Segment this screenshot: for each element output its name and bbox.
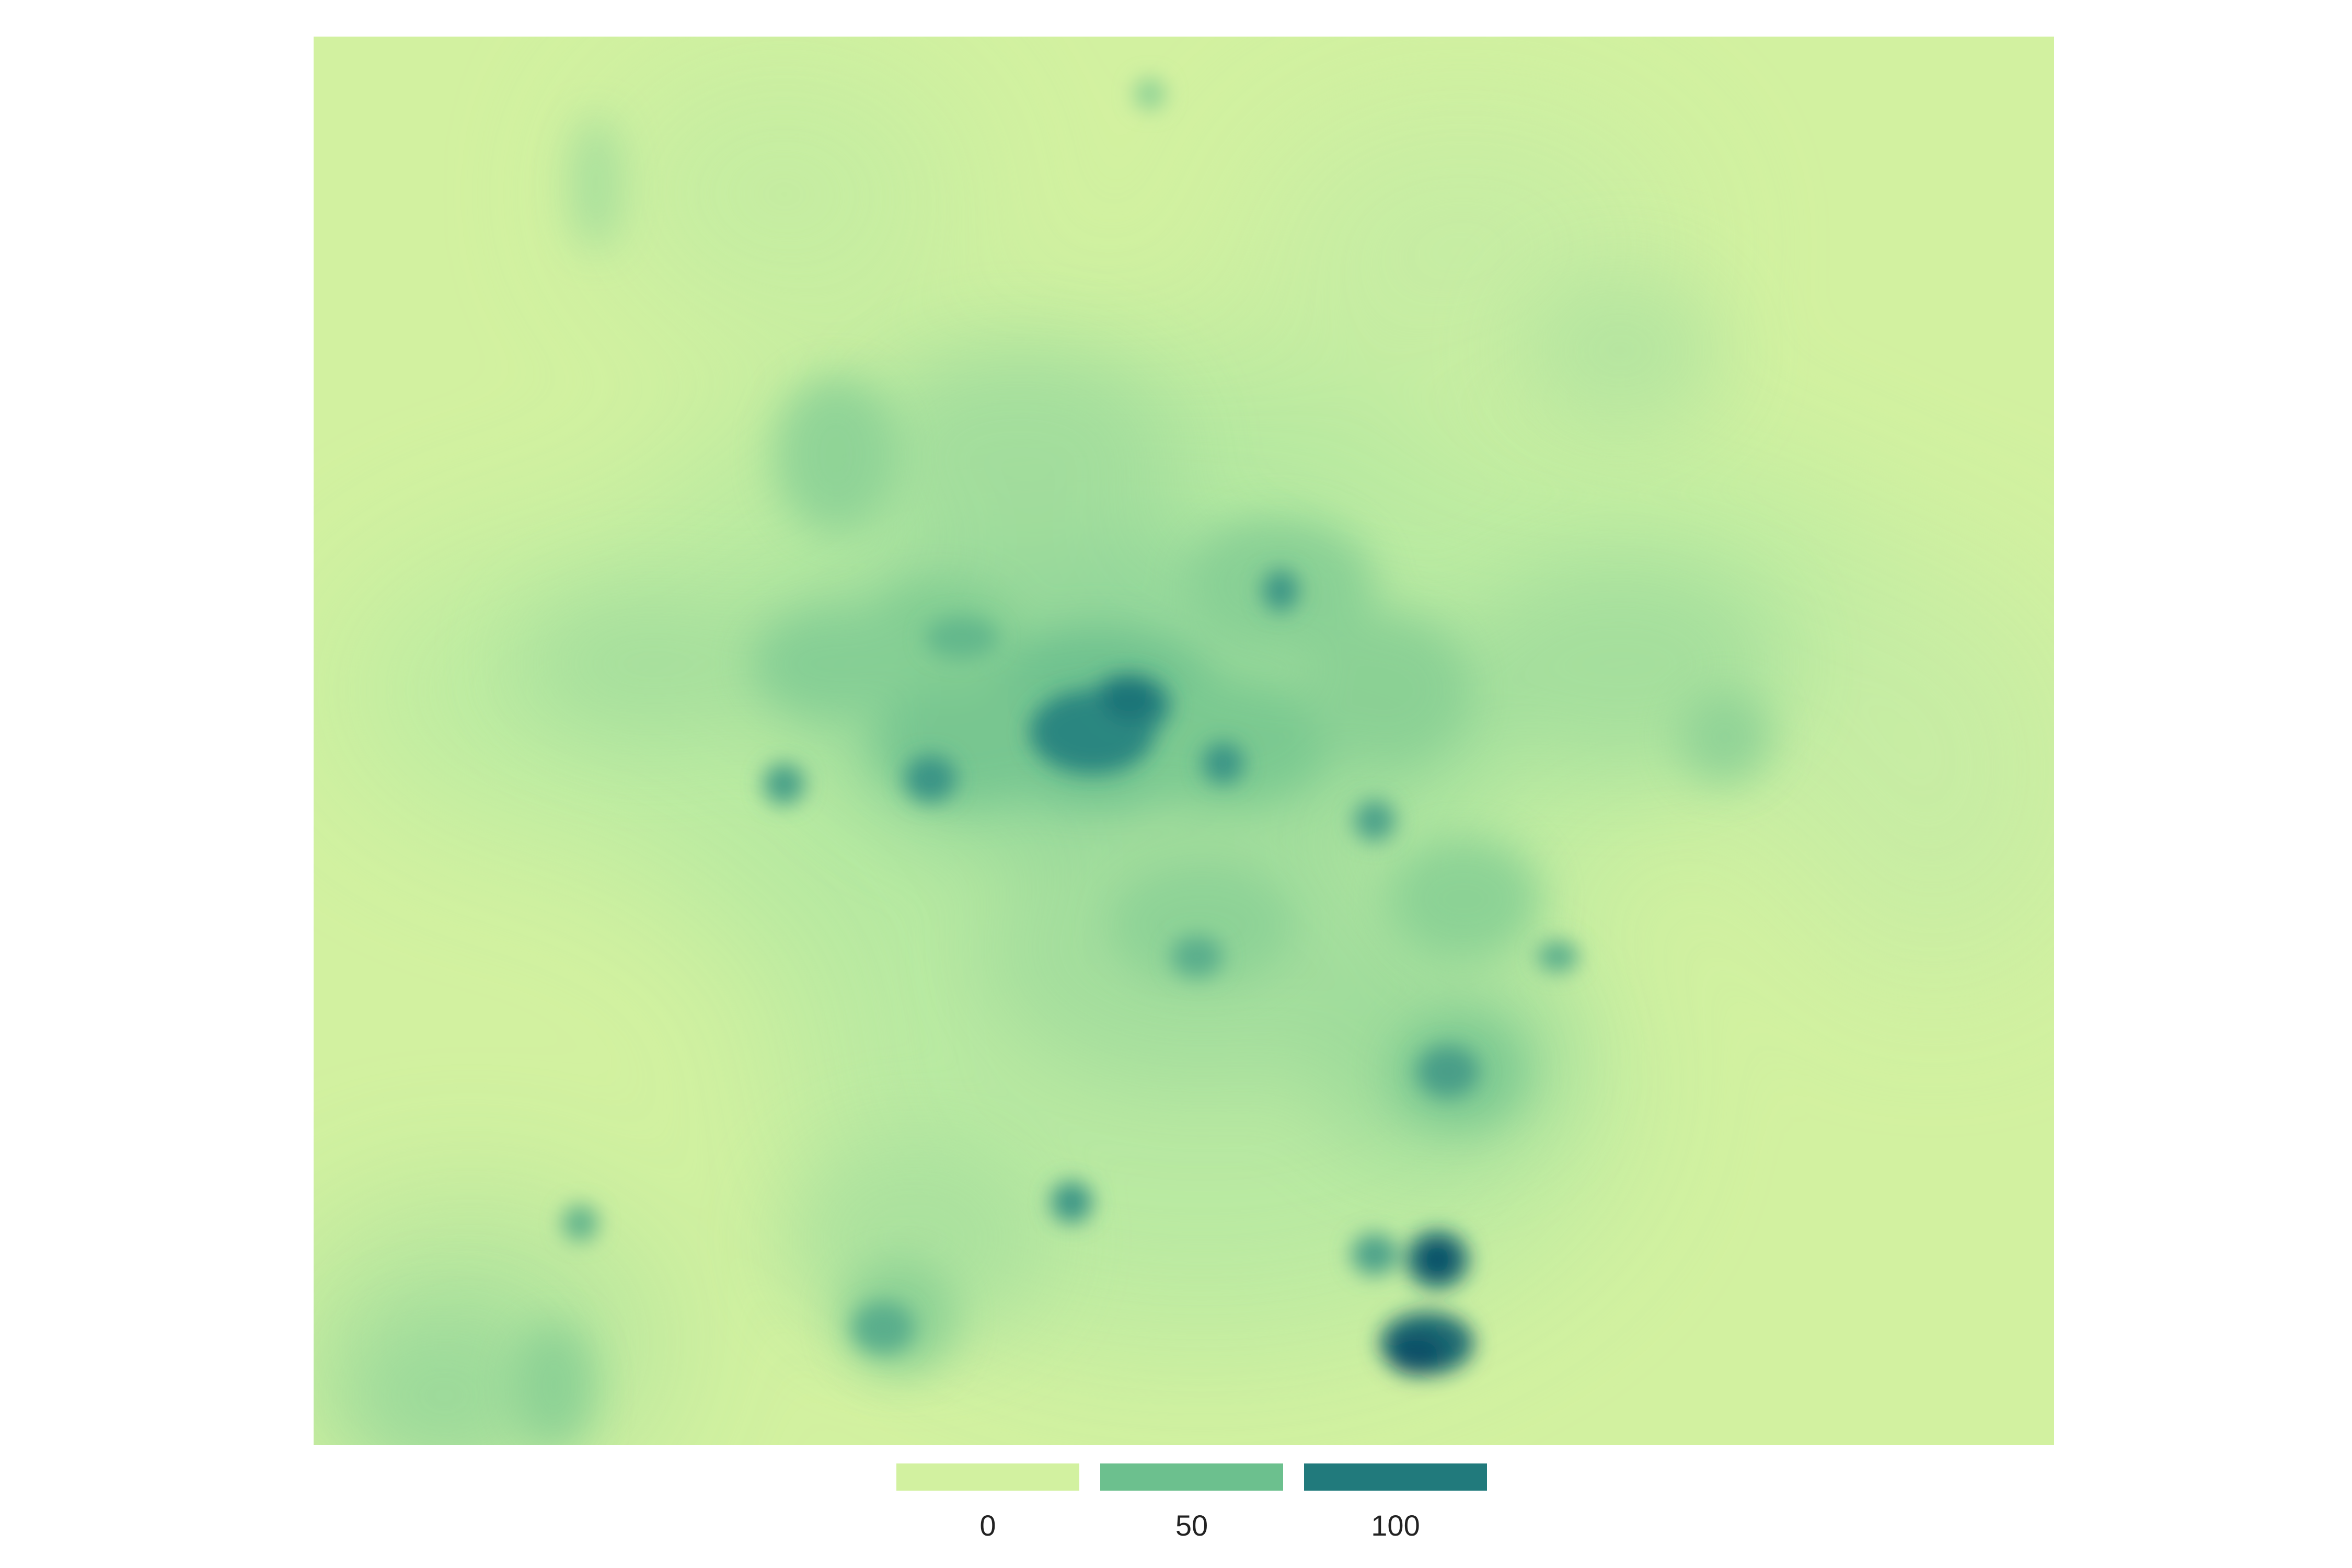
legend-label-100: 100 — [1371, 1509, 1420, 1542]
legend-label-50: 50 — [1175, 1509, 1208, 1542]
density-layer-peaks — [562, 78, 1578, 1375]
legend-swatch-0 — [896, 1463, 1079, 1491]
legend-swatch-50 — [1100, 1463, 1283, 1491]
color-legend: 0 50 100 — [896, 1463, 1492, 1547]
legend-label-0: 0 — [979, 1509, 996, 1542]
density-surface — [314, 37, 2054, 1445]
legend-swatch-100 — [1304, 1463, 1487, 1491]
density-map — [314, 37, 2054, 1445]
